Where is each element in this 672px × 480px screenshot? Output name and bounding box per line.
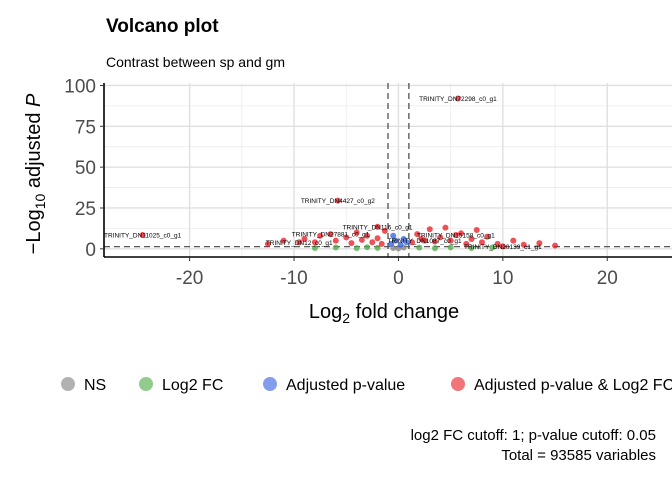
data-point [499,243,506,250]
x-tick-label: 10 [492,268,513,289]
data-point [397,241,404,248]
point-label: TRINITY_DN15158_c0_g1 [417,232,495,239]
data-point [463,240,470,247]
data-point [374,244,381,251]
y-tick-label: 100 [64,76,96,97]
data-point [296,239,303,246]
data-point [327,231,334,238]
axes [103,83,672,258]
point-label: TRINITY_DN116_c0_g1 [343,224,413,231]
data-point [348,240,355,247]
data-point [381,227,388,234]
point-label: TRINITY_DN72298_c0_g1 [419,96,497,103]
data-point [468,245,475,252]
caption-line-2: Total = 93585 variables [501,447,656,464]
data-point [301,236,308,243]
y-tick-label: 0 [85,240,96,261]
data-point [403,239,410,246]
legend-label: Adjusted p-value & Log2 FC [474,377,672,394]
data-point [334,197,341,204]
data-point [264,240,271,247]
legend: NS Log2 FC Adjusted p-value Adjusted p-valu… [61,377,672,394]
y-axis-label: −Log10 adjusted P [23,93,48,254]
data-point [343,234,350,241]
x-tick-label: -10 [280,268,307,289]
data-point [332,237,339,244]
x-tick-label: 0 [393,268,404,289]
data-point [447,237,454,244]
data-point [437,234,444,241]
chart-subtitle: Contrast between sp and gm [106,54,285,70]
data-point [414,231,421,238]
x-tick-label: -20 [176,268,203,289]
point-labels: TRINITY_DN72298_c0_g1 TRINITY_DN4427_c0_g… [104,96,542,251]
data-point [409,239,416,246]
data-point [388,240,395,247]
data-point [311,245,318,252]
data-point [317,232,324,239]
cutoff-lines [104,83,672,257]
data-point [473,227,480,234]
y-tick-label: 75 [75,117,96,138]
data-point [431,245,438,252]
legend-label: Adjusted p-value [286,377,405,394]
data-point [478,239,485,246]
data-point [454,95,461,102]
data-point [416,244,423,251]
legend-label: Log2 FC [162,377,223,394]
data-point [374,223,381,230]
data-point [468,236,475,243]
point-label: TRINITY_DN27881_c0_g1 [292,232,370,239]
data-point [431,238,438,245]
data-point [489,244,496,251]
legend-swatch [61,377,75,391]
point-label: TRINITY_DN20139_c1_g1 [464,244,542,251]
point-label: TRINITY_DN4427_c0_g2 [301,198,375,205]
data-point [364,244,371,251]
data-point [484,233,491,240]
x-tick-label: 20 [597,268,618,289]
data-points [139,95,559,252]
legend-swatch [451,377,465,391]
point-label: TRINITY_DN11025_c0_g1 [104,232,182,239]
point-label: TRINITY_DN1087_c0_g1 [388,238,462,245]
data-point [364,232,371,239]
point-label: TRINITY_DN12_c0_g1 [266,240,333,247]
data-point [390,232,397,239]
data-point [139,231,146,238]
legend-label: NS [84,377,106,394]
data-point [452,231,459,238]
data-point [353,229,360,236]
tick-labels: -20 -10 0 10 20 0 25 50 75 100 [64,76,618,289]
data-point [311,239,318,246]
legend-swatch [139,377,153,391]
x-axis-label: Log2 fold change [309,301,459,326]
data-point [520,241,527,248]
data-point [447,244,454,251]
data-point [536,240,543,247]
legend-swatch [263,377,277,391]
data-point [280,237,287,244]
data-point [421,237,428,244]
data-point [458,230,465,237]
data-point [358,236,365,243]
data-point [374,235,381,242]
data-point [426,226,433,233]
data-point [332,244,339,251]
data-point [392,237,399,244]
data-point [369,239,376,246]
data-point [552,242,559,249]
y-tick-label: 50 [75,158,96,179]
y-tick-label: 25 [75,199,96,220]
caption-line-1: log2 FC cutoff: 1; p-value cutoff: 0.05 [411,427,656,444]
chart-title: Volcano plot [106,16,219,37]
data-point [510,237,517,244]
data-point [442,224,449,231]
data-point [494,240,501,247]
data-point [378,240,385,247]
data-point [353,245,360,252]
